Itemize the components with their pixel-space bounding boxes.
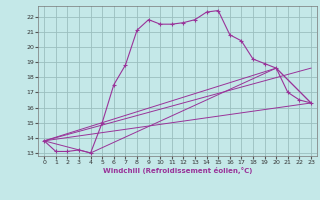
X-axis label: Windchill (Refroidissement éolien,°C): Windchill (Refroidissement éolien,°C): [103, 167, 252, 174]
